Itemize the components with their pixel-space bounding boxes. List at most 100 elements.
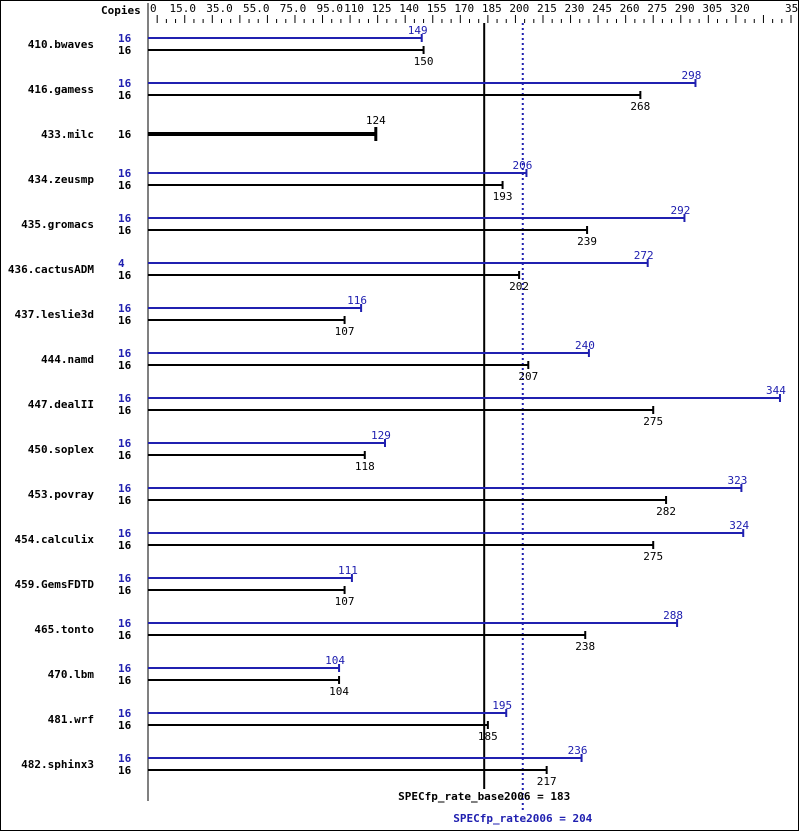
tick-label: 75.0 (280, 2, 307, 15)
peak-value-label: 129 (371, 429, 391, 442)
peak-copies: 16 (118, 347, 132, 360)
peak-value-label: 323 (727, 474, 747, 487)
peak-copies: 16 (118, 437, 132, 450)
tick-label: 350 (785, 2, 798, 15)
base-value-label: 282 (656, 505, 676, 518)
benchmark-label: 481.wrf (48, 713, 94, 726)
base-copies: 16 (118, 359, 132, 372)
peak-value-label: 236 (568, 744, 588, 757)
peak-value-label: 272 (634, 249, 654, 262)
peak-copies: 16 (118, 482, 132, 495)
peak-value-label: 104 (325, 654, 345, 667)
tick-label: 140 (399, 2, 419, 15)
peak-value-label: 240 (575, 339, 595, 352)
benchmark-label: 453.povray (28, 488, 95, 501)
base-copies: 16 (118, 269, 132, 282)
base-copies: 16 (118, 449, 132, 462)
peak-value-label: 149 (408, 24, 428, 37)
benchmark-label: 450.soplex (28, 443, 95, 456)
base-copies: 16 (118, 584, 132, 597)
benchmark-label: 465.tonto (34, 623, 94, 636)
base-value-label: 275 (643, 415, 663, 428)
base-value-label: 207 (518, 370, 538, 383)
tick-label: 35.0 (206, 2, 233, 15)
base-value-label: 193 (493, 190, 513, 203)
peak-copies: 16 (118, 662, 132, 675)
tick-label: 155 (427, 2, 447, 15)
base-value-label: 107 (335, 325, 355, 338)
base-copies: 16 (118, 89, 132, 102)
base-copies: 16 (118, 494, 132, 507)
peak-copies: 16 (118, 212, 132, 225)
benchmark-label: 459.GemsFDTD (15, 578, 95, 591)
peak-value-label: 292 (671, 204, 691, 217)
base-value-label: 118 (355, 460, 375, 473)
peak-copies: 16 (118, 572, 132, 585)
base-copies: 16 (118, 44, 132, 57)
base-copies: 16 (118, 314, 132, 327)
tick-label: 320 (730, 2, 750, 15)
benchmark-label: 482.sphinx3 (21, 758, 94, 771)
tick-label: 95.0 (317, 2, 344, 15)
benchmark-label: 436.cactusADM (8, 263, 94, 276)
base-copies: 16 (118, 179, 132, 192)
base-value-label: 239 (577, 235, 597, 248)
tick-label: 305 (702, 2, 722, 15)
benchmark-label: 447.dealII (28, 398, 94, 411)
base-copies: 16 (118, 629, 132, 642)
peak-copies: 16 (118, 752, 132, 765)
base-value-label: 185 (478, 730, 498, 743)
peak-mean-label: SPECfp_rate2006 = 204 (453, 812, 592, 825)
peak-value-label: 288 (663, 609, 683, 622)
tick-label: 125 (372, 2, 392, 15)
base-value-label: 268 (630, 100, 650, 113)
base-value-label: 238 (575, 640, 595, 653)
peak-copies: 16 (118, 392, 132, 405)
peak-value-label: 116 (347, 294, 367, 307)
benchmark-label: 433.milc (41, 128, 94, 141)
base-copies: 16 (118, 224, 132, 237)
base-value-label: 150 (414, 55, 434, 68)
peak-copies: 16 (118, 77, 132, 90)
peak-copies: 16 (118, 527, 132, 540)
base-value-label: 107 (335, 595, 355, 608)
peak-copies: 16 (118, 167, 132, 180)
peak-value-label: 195 (492, 699, 512, 712)
peak-copies: 16 (118, 617, 132, 630)
benchmark-label: 410.bwaves (28, 38, 94, 51)
base-value-label: 217 (537, 775, 557, 788)
base-copies: 16 (118, 128, 132, 141)
peak-copies: 16 (118, 32, 132, 45)
benchmark-label: 435.gromacs (21, 218, 94, 231)
peak-value-label: 344 (766, 384, 786, 397)
benchmark-label: 444.namd (41, 353, 94, 366)
benchmark-label: 437.leslie3d (15, 308, 94, 321)
peak-copies: 16 (118, 707, 132, 720)
peak-value-label: 206 (513, 159, 533, 172)
base-copies: 16 (118, 404, 132, 417)
benchmark-label: 454.calculix (15, 533, 95, 546)
tick-label: 185 (482, 2, 502, 15)
base-value-label: 104 (329, 685, 349, 698)
tick-label: 215 (537, 2, 557, 15)
benchmark-label: 434.zeusmp (28, 173, 95, 186)
tick-label: 230 (565, 2, 585, 15)
copies-header: Copies (101, 4, 141, 17)
tick-label: 275 (647, 2, 667, 15)
tick-label: 170 (454, 2, 474, 15)
base-value-label: 124 (366, 114, 386, 127)
tick-label: 15.0 (170, 2, 197, 15)
base-copies: 16 (118, 539, 132, 552)
base-value-label: 275 (643, 550, 663, 563)
peak-copies: 4 (118, 257, 125, 270)
base-value-label: 202 (509, 280, 529, 293)
base-copies: 16 (118, 674, 132, 687)
base-copies: 16 (118, 719, 132, 732)
base-copies: 16 (118, 764, 132, 777)
peak-value-label: 324 (729, 519, 749, 532)
tick-label: 200 (509, 2, 529, 15)
benchmark-label: 470.lbm (48, 668, 95, 681)
peak-value-label: 298 (682, 69, 702, 82)
